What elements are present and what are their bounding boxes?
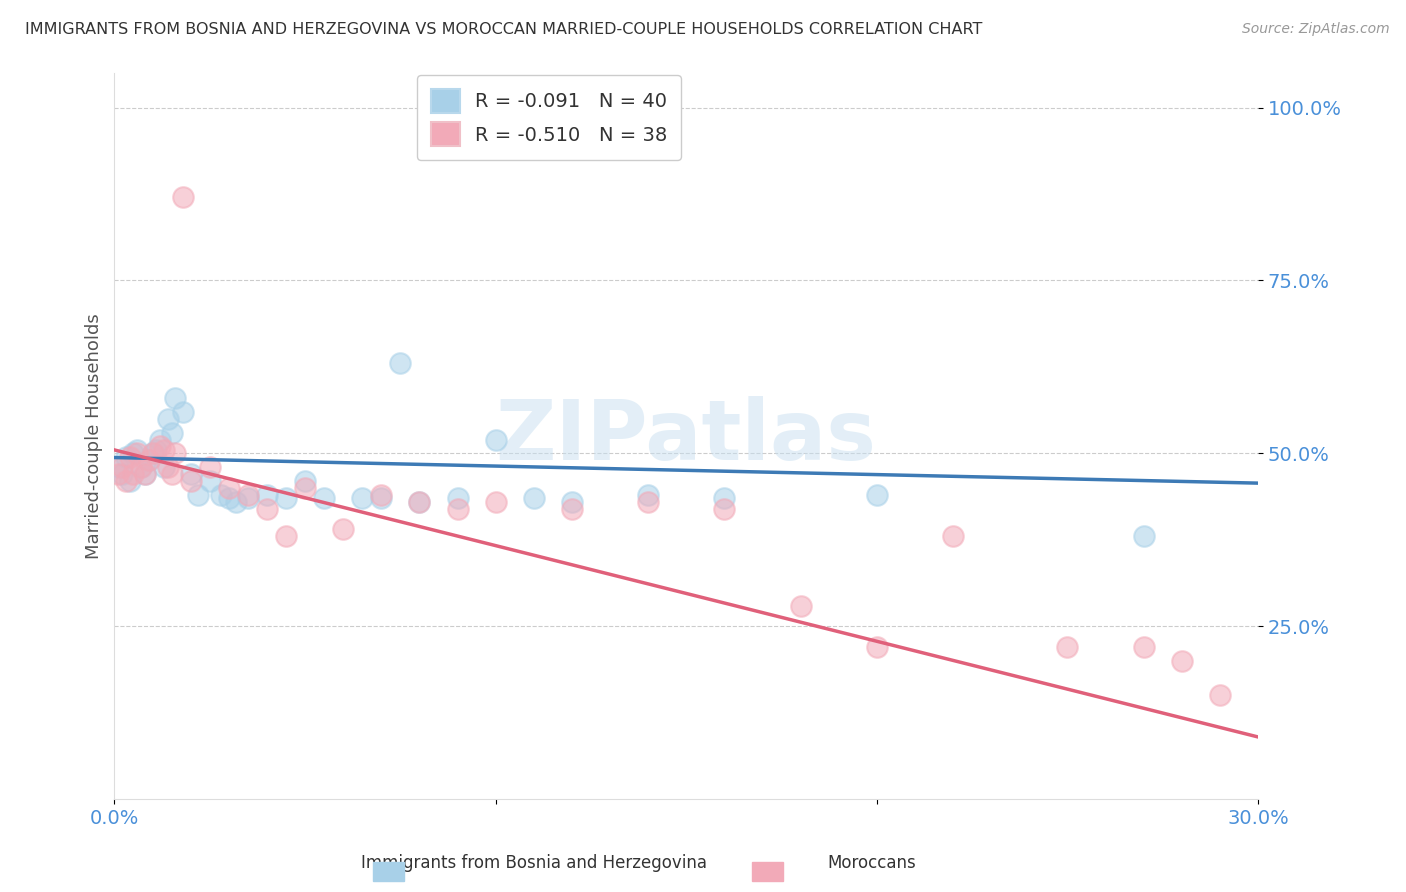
Point: [138, 453, 160, 467]
Point: [160, 467, 183, 482]
Point: [218, 481, 240, 495]
Point: [134, 467, 156, 482]
Point: [789, 599, 811, 613]
Point: [198, 474, 221, 488]
Point: [1132, 640, 1154, 654]
Point: [523, 491, 546, 506]
Point: [312, 491, 335, 506]
Point: [370, 491, 392, 506]
Point: [236, 491, 259, 506]
Point: [187, 488, 209, 502]
Point: [107, 467, 129, 482]
Point: [236, 488, 259, 502]
Point: [129, 460, 152, 475]
Point: [274, 529, 297, 543]
Point: [637, 495, 659, 509]
Point: [256, 488, 278, 502]
Point: [115, 450, 138, 464]
Point: [561, 501, 583, 516]
Text: Moroccans: Moroccans: [827, 855, 917, 872]
Text: ZIPatlas: ZIPatlas: [496, 395, 877, 476]
Point: [294, 474, 316, 488]
Point: [122, 467, 145, 482]
Point: [1209, 689, 1232, 703]
Point: [713, 501, 735, 516]
Point: [129, 460, 152, 475]
Point: [160, 425, 183, 440]
Point: [637, 488, 659, 502]
Point: [485, 433, 508, 447]
Text: Immigrants from Bosnia and Herzegovina: Immigrants from Bosnia and Herzegovina: [361, 855, 707, 872]
Point: [274, 491, 297, 506]
Point: [111, 460, 134, 475]
Point: [180, 474, 202, 488]
Point: [942, 529, 965, 543]
Point: [866, 488, 889, 502]
Point: [149, 440, 172, 454]
Point: [141, 446, 163, 460]
Point: [149, 433, 172, 447]
Point: [1171, 654, 1194, 668]
Point: [141, 446, 163, 460]
Point: [352, 491, 374, 506]
Point: [118, 474, 141, 488]
Point: [107, 460, 129, 475]
Point: [1056, 640, 1078, 654]
Point: [153, 460, 176, 475]
Point: [134, 467, 156, 482]
Point: [446, 501, 468, 516]
Point: [165, 446, 187, 460]
Point: [156, 460, 179, 475]
Point: [225, 495, 247, 509]
Point: [866, 640, 889, 654]
Point: [408, 495, 430, 509]
Point: [370, 488, 392, 502]
Point: [172, 405, 194, 419]
Legend: R = -0.091   N = 40, R = -0.510   N = 38: R = -0.091 N = 40, R = -0.510 N = 38: [418, 76, 681, 160]
Point: [485, 495, 508, 509]
Point: [122, 446, 145, 460]
Point: [408, 495, 430, 509]
Point: [153, 442, 176, 457]
Point: [1132, 529, 1154, 543]
Point: [256, 501, 278, 516]
Point: [156, 412, 179, 426]
Point: [198, 460, 221, 475]
Point: [165, 391, 187, 405]
Point: [127, 442, 149, 457]
Point: [138, 453, 160, 467]
Point: [111, 467, 134, 482]
Point: [713, 491, 735, 506]
Point: [180, 467, 202, 482]
Point: [294, 481, 316, 495]
Point: [389, 356, 412, 370]
Point: [218, 491, 240, 506]
Point: [118, 450, 141, 464]
Point: [127, 446, 149, 460]
Point: [446, 491, 468, 506]
Point: [172, 190, 194, 204]
Point: [332, 523, 354, 537]
Y-axis label: Married-couple Households: Married-couple Households: [86, 313, 103, 559]
Text: IMMIGRANTS FROM BOSNIA AND HERZEGOVINA VS MOROCCAN MARRIED-COUPLE HOUSEHOLDS COR: IMMIGRANTS FROM BOSNIA AND HERZEGOVINA V…: [25, 22, 983, 37]
Point: [209, 488, 232, 502]
Point: [115, 474, 138, 488]
Point: [145, 442, 167, 457]
Point: [561, 495, 583, 509]
Text: Source: ZipAtlas.com: Source: ZipAtlas.com: [1241, 22, 1389, 37]
